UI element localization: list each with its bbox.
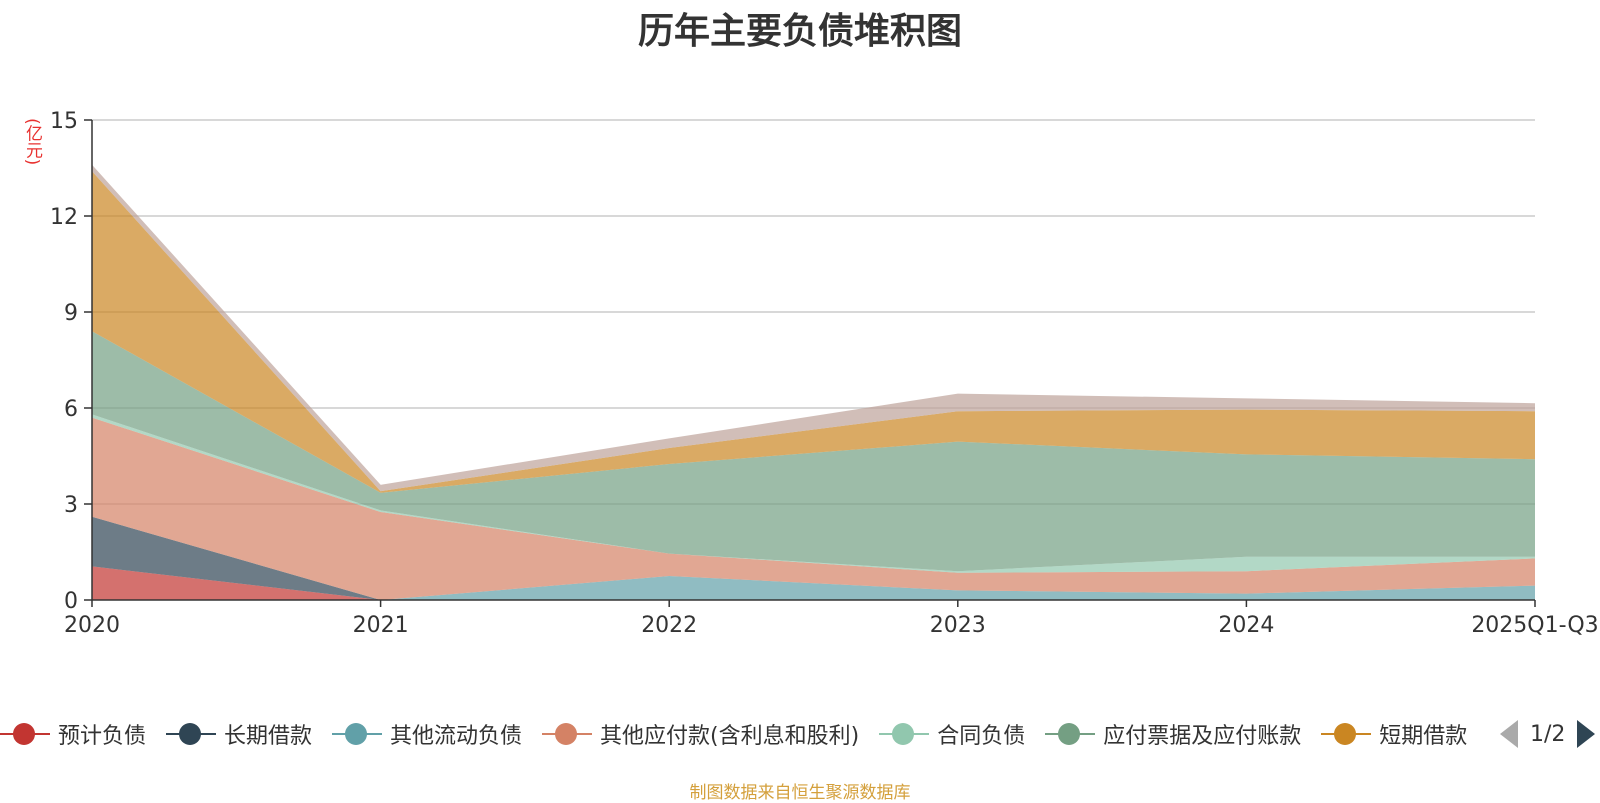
x-tick-label: 2023: [930, 613, 986, 638]
series-area: [92, 331, 1535, 572]
series-area: [92, 566, 1535, 600]
series-area: [92, 516, 1535, 600]
y-tick-label: 3: [64, 493, 78, 518]
legend-item[interactable]: 应付票据及应付账款: [1045, 716, 1301, 752]
legend-pager: 1/2: [1500, 716, 1600, 752]
legend-item[interactable]: 其他应付款(含利息和股利): [542, 716, 859, 752]
y-tick-label: 12: [50, 205, 78, 230]
y-tick-label: 0: [64, 589, 78, 614]
legend-marker-icon: [332, 722, 383, 746]
legend-marker-icon: [879, 722, 930, 746]
legend-item[interactable]: 合同负债: [879, 716, 1025, 752]
y-axis-unit-label: (亿元): [22, 118, 42, 166]
area-series: [92, 164, 1535, 600]
data-source-note: 制图数据来自恒生聚源数据库: [689, 783, 911, 803]
legend-marker-icon: [542, 722, 593, 746]
legend-next-page-icon[interactable]: [1577, 720, 1596, 748]
series-area-unlabeled: [92, 164, 1535, 492]
legend-item[interactable]: 预计负债: [0, 716, 146, 752]
legend-marker-icon: [166, 722, 217, 746]
legend-marker-icon: [0, 722, 50, 746]
stacked-area-chart: 0 3 6 9 12 15 2020 2021 2022 2023 2024 2025Q1-Q3: [50, 109, 1599, 638]
y-tick-label: 6: [64, 397, 78, 422]
x-tick-label: 2021: [353, 613, 409, 638]
legend-label: 长期借款: [224, 724, 313, 749]
legend-item[interactable]: 长期借款: [166, 716, 312, 752]
series-area: [92, 417, 1535, 600]
legend-label: 合同负债: [937, 724, 1026, 749]
y-tick-label: 15: [50, 109, 78, 134]
x-tick-label: 2020: [64, 613, 120, 638]
y-tick-label: 9: [64, 301, 78, 326]
axes: [84, 119, 1536, 607]
legend-marker-icon: [1045, 722, 1096, 746]
legend-marker-icon: [1321, 722, 1372, 746]
x-tick-label: 2025Q1-Q3: [1471, 613, 1598, 638]
legend-label: 其他应付款(含利息和股利): [600, 724, 860, 749]
legend-prev-page-icon[interactable]: [1500, 720, 1518, 748]
chart-title: 历年主要负债堆积图: [637, 11, 962, 52]
x-tick-label: 2024: [1218, 613, 1274, 638]
legend-item[interactable]: 短期借款: [1321, 716, 1467, 752]
legend-label: 短期借款: [1379, 724, 1468, 749]
series-area: [92, 171, 1535, 493]
legend-label: 其他流动负债: [390, 724, 523, 749]
x-tick-label: 2022: [641, 613, 697, 638]
legend: 预计负债 长期借款 其他流动负债 其他应付款(含利息和股利) 合同负债 应付票据及应付账款…: [0, 716, 1490, 752]
tick-labels: 0 3 6 9 12 15 2020 2021 2022 2023 2024 2025Q1-Q3: [50, 109, 1599, 638]
series-area: [92, 414, 1535, 573]
legend-label: 应付票据及应付账款: [1103, 724, 1302, 749]
legend-page-indicator: 1/2: [1530, 721, 1566, 747]
legend-item[interactable]: 其他流动负债: [332, 716, 522, 752]
legend-label: 预计负债: [58, 724, 147, 749]
